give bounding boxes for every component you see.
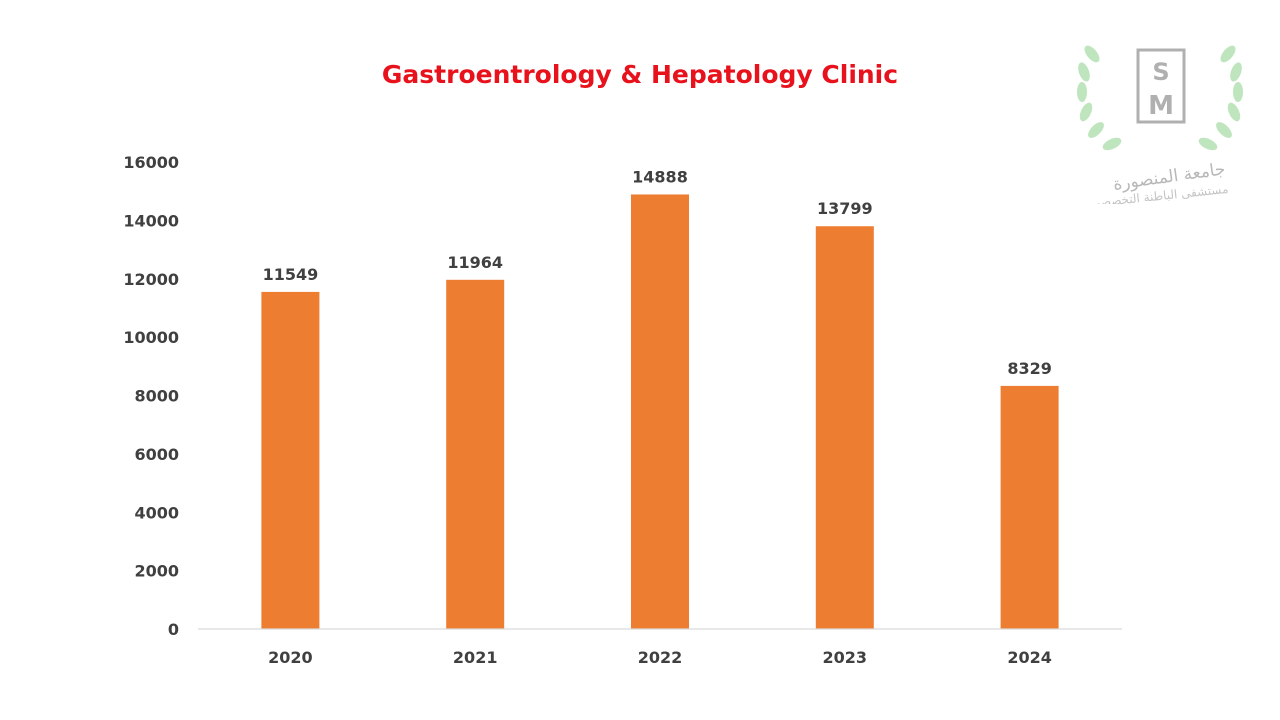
x-tick-label: 2023 bbox=[823, 648, 868, 667]
y-tick-label: 16000 bbox=[123, 153, 179, 172]
x-tick-label: 2021 bbox=[453, 648, 498, 667]
bar-2023 bbox=[815, 226, 874, 629]
y-tick-label: 2000 bbox=[134, 562, 179, 581]
y-tick-label: 12000 bbox=[123, 270, 179, 289]
y-tick-label: 0 bbox=[168, 620, 179, 639]
y-tick-label: 4000 bbox=[134, 503, 179, 522]
data-label-2022: 14888 bbox=[632, 167, 688, 186]
data-label-2021: 11964 bbox=[447, 253, 503, 272]
y-tick-label: 8000 bbox=[134, 387, 179, 406]
chart-title: Gastroentrology & Hepatology Clinic bbox=[381, 60, 899, 89]
bars bbox=[261, 194, 1059, 630]
x-tick-label: 2020 bbox=[268, 648, 313, 667]
bar-2024 bbox=[1000, 385, 1059, 629]
data-label-2023: 13799 bbox=[817, 199, 873, 218]
svg-text:S: S bbox=[1152, 58, 1169, 86]
bar-2020 bbox=[261, 291, 320, 629]
y-axis-ticks: 0 2000 4000 6000 8000 10000 12000 14000 16000 bbox=[123, 153, 179, 639]
mansoura-hospital-logo-icon: S M جامعة المنصورة مستشفى الباطنة التخصص… bbox=[1077, 32, 1243, 204]
data-label-2020: 11549 bbox=[263, 265, 319, 284]
y-tick-label: 10000 bbox=[123, 328, 179, 347]
x-axis-ticks: 2020 2021 2022 2023 2024 bbox=[268, 648, 1052, 667]
x-tick-label: 2022 bbox=[638, 648, 683, 667]
bar-2022 bbox=[631, 194, 689, 630]
x-tick-label: 2024 bbox=[1007, 648, 1052, 667]
data-label-2024: 8329 bbox=[1007, 359, 1052, 378]
data-labels: 11549 11964 14888 13799 8329 bbox=[263, 167, 1052, 377]
y-tick-label: 14000 bbox=[123, 211, 179, 230]
y-tick-label: 6000 bbox=[134, 445, 179, 464]
svg-text:M: M bbox=[1148, 91, 1174, 121]
bar-2021 bbox=[446, 279, 505, 629]
